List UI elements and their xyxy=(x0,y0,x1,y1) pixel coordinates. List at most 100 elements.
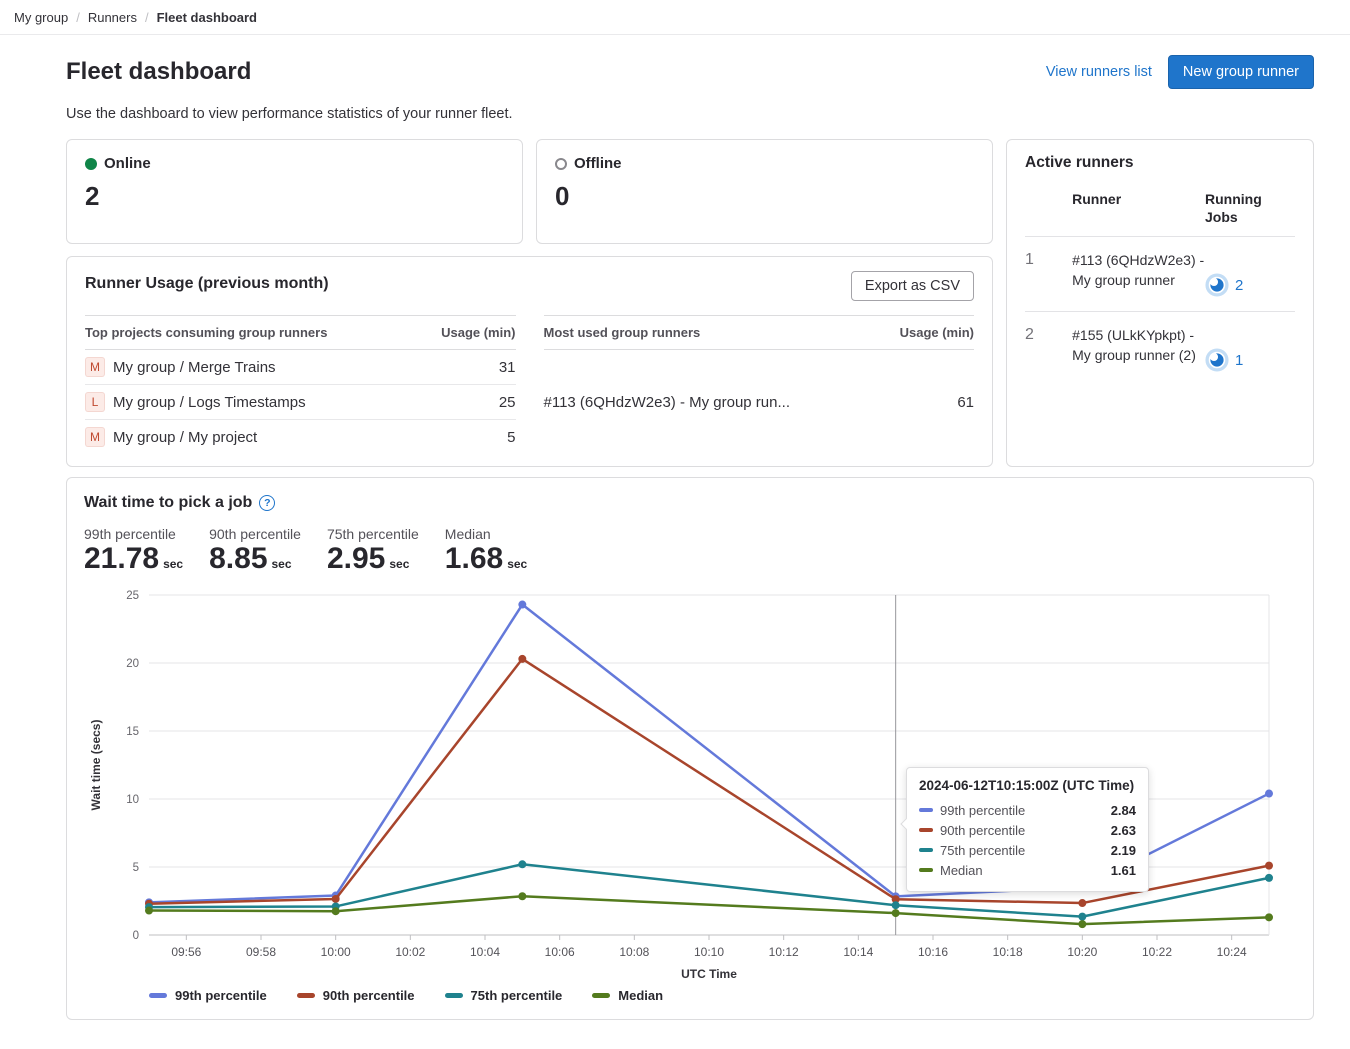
tooltip-row: 75th percentile 2.19 xyxy=(919,840,1136,860)
data-point[interactable] xyxy=(892,909,900,917)
series-swatch xyxy=(919,848,933,852)
data-point[interactable] xyxy=(518,892,526,900)
data-point[interactable] xyxy=(518,655,526,663)
tooltip-row: 90th percentile 2.63 xyxy=(919,820,1136,840)
active-runners-title: Active runners xyxy=(1025,154,1295,172)
y-tick-label: 25 xyxy=(126,590,139,602)
active-runners-table: Runner Running Jobs 1 #113 (6QHdzW2e3) -… xyxy=(1025,184,1295,386)
data-point[interactable] xyxy=(1265,913,1273,921)
runner-name: #113 (6QHdzW2e3) - My group run... xyxy=(544,350,885,455)
x-tick-label: 10:04 xyxy=(470,945,500,959)
table-row: M My group / My project 5 xyxy=(85,420,516,455)
y-tick-label: 15 xyxy=(126,726,139,738)
x-tick-label: 10:24 xyxy=(1217,945,1247,959)
project-usage-value: 5 xyxy=(426,420,516,455)
top-projects-table: Top projects consuming group runners Usa… xyxy=(85,315,516,454)
series-swatch xyxy=(445,993,463,998)
data-point[interactable] xyxy=(1265,874,1273,882)
x-tick-label: 10:14 xyxy=(843,945,873,959)
column-header-most-used-runners: Most used group runners xyxy=(544,316,885,350)
table-row: L My group / Logs Timestamps 25 xyxy=(85,385,516,420)
export-csv-button[interactable]: Export as CSV xyxy=(851,271,974,301)
dashboard-cards: Online 2 Offline 0 Active runners Runner… xyxy=(66,139,1314,467)
breadcrumb-item-runners[interactable]: Runners xyxy=(88,10,137,25)
page-header: Fleet dashboard View runners list New gr… xyxy=(66,55,1314,89)
series-swatch xyxy=(919,808,933,812)
running-jobs-count-link[interactable]: 1 xyxy=(1235,352,1243,369)
series-swatch xyxy=(919,868,933,872)
help-icon[interactable]: ? xyxy=(259,495,275,511)
breadcrumb-item-fleet-dashboard: Fleet dashboard xyxy=(157,10,257,25)
y-tick-label: 0 xyxy=(133,930,139,942)
page-description: Use the dashboard to view performance st… xyxy=(66,106,1314,122)
wait-time-chart[interactable]: 051015202509:5609:5810:0010:0210:0410:06… xyxy=(84,585,1296,986)
tooltip-title: 2024-06-12T10:15:00Z (UTC Time) xyxy=(919,778,1136,793)
running-status-icon xyxy=(1205,348,1229,372)
runner-usage-title: Runner Usage (previous month) xyxy=(85,271,329,293)
offline-status-dot-icon xyxy=(555,158,567,170)
project-avatar: L xyxy=(85,392,105,412)
offline-runners-card: Offline 0 xyxy=(536,139,993,244)
data-point[interactable] xyxy=(1265,862,1273,870)
x-axis-title: UTC Time xyxy=(681,967,737,981)
x-tick-label: 10:00 xyxy=(321,945,351,959)
online-runners-card: Online 2 xyxy=(66,139,523,244)
header-actions: View runners list New group runner xyxy=(1046,55,1314,89)
tooltip-row: 99th percentile 2.84 xyxy=(919,800,1136,820)
y-tick-label: 10 xyxy=(126,794,139,806)
project-avatar: M xyxy=(85,357,105,377)
wait-time-title: Wait time to pick a job xyxy=(84,494,252,512)
data-point[interactable] xyxy=(1265,790,1273,798)
breadcrumb-item-my-group[interactable]: My group xyxy=(14,10,68,25)
wait-time-stats: 99th percentile 21.78sec 90th percentile… xyxy=(84,526,1296,575)
view-runners-list-link[interactable]: View runners list xyxy=(1046,64,1152,80)
data-point[interactable] xyxy=(1078,899,1086,907)
project-avatar: M xyxy=(85,427,105,447)
project-name: My group / Logs Timestamps xyxy=(113,394,306,411)
data-point[interactable] xyxy=(145,907,153,915)
y-tick-label: 20 xyxy=(126,658,139,670)
y-tick-label: 5 xyxy=(133,862,139,874)
project-usage-value: 25 xyxy=(426,385,516,420)
y-axis-title: Wait time (secs) xyxy=(89,720,103,811)
legend-item-75th[interactable]: 75th percentile xyxy=(445,988,563,1003)
x-tick-label: 10:22 xyxy=(1142,945,1172,959)
active-runners-panel: Active runners Runner Running Jobs 1 #11… xyxy=(1006,139,1314,467)
legend-item-median[interactable]: Median xyxy=(592,988,663,1003)
runner-rank: 2 xyxy=(1025,312,1072,387)
column-header-runner: Runner xyxy=(1072,184,1205,237)
data-point[interactable] xyxy=(518,601,526,609)
offline-count: 0 xyxy=(555,181,974,212)
data-point[interactable] xyxy=(518,860,526,868)
x-tick-label: 10:10 xyxy=(694,945,724,959)
table-row: 1 #113 (6QHdzW2e3) - My group runner 2 xyxy=(1025,237,1295,312)
breadcrumb: My group / Runners / Fleet dashboard xyxy=(0,0,1350,35)
runner-usage-panel: Runner Usage (previous month) Export as … xyxy=(66,256,993,467)
most-used-runners-table: Most used group runners Usage (min) #113… xyxy=(544,315,975,454)
data-point[interactable] xyxy=(1078,913,1086,921)
breadcrumb-separator: / xyxy=(76,10,80,25)
tooltip-row: Median 1.61 xyxy=(919,860,1136,880)
data-point[interactable] xyxy=(1078,920,1086,928)
column-header-usage-min: Usage (min) xyxy=(426,316,516,350)
running-jobs-count-link[interactable]: 2 xyxy=(1235,277,1243,294)
series-swatch xyxy=(919,828,933,832)
project-usage-value: 31 xyxy=(426,350,516,385)
x-tick-label: 10:02 xyxy=(395,945,425,959)
wait-time-panel: Wait time to pick a job ? 99th percentil… xyxy=(66,477,1314,1020)
data-point[interactable] xyxy=(332,895,340,903)
data-point[interactable] xyxy=(892,901,900,909)
runner-usage-value: 61 xyxy=(884,350,974,455)
data-point[interactable] xyxy=(332,907,340,915)
x-tick-label: 10:16 xyxy=(918,945,948,959)
online-count: 2 xyxy=(85,181,504,212)
online-status-dot-icon xyxy=(85,158,97,170)
offline-card-label: Offline xyxy=(574,155,622,172)
stat-median: Median 1.68sec xyxy=(445,526,527,575)
legend-item-99th[interactable]: 99th percentile xyxy=(149,988,267,1003)
series-swatch xyxy=(297,993,315,998)
new-group-runner-button[interactable]: New group runner xyxy=(1168,55,1314,89)
x-tick-label: 09:56 xyxy=(171,945,201,959)
legend-item-90th[interactable]: 90th percentile xyxy=(297,988,415,1003)
runner-name: #155 (ULkKYpkpt) - My group runner (2) xyxy=(1072,312,1205,387)
